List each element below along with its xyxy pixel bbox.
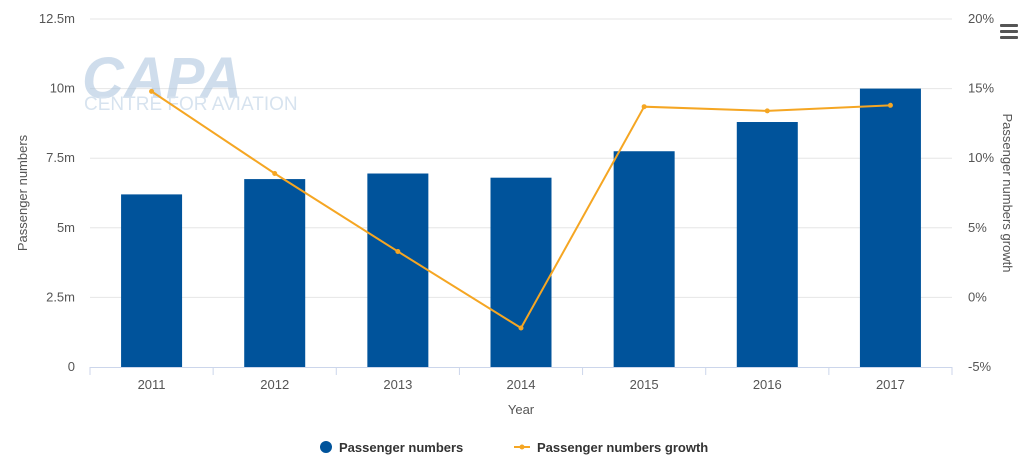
y-tick-label: 7.5m <box>46 150 75 165</box>
menu-bar-middle <box>1000 30 1018 33</box>
y-axis-title: Passenger numbers <box>15 134 30 251</box>
menu-bar-top <box>1000 24 1018 27</box>
x-tick-label: 2012 <box>260 377 289 392</box>
y-tick-label: 10m <box>50 81 75 96</box>
line-point[interactable] <box>395 248 401 254</box>
bar[interactable] <box>613 151 675 367</box>
x-tick-label: 2015 <box>630 377 659 392</box>
left-axis-ticks: 0 2.5m 5m 7.5m 10m 12.5m <box>39 11 75 374</box>
line-point[interactable] <box>887 102 893 108</box>
x-tick-label: 2016 <box>753 377 782 392</box>
legend-bar-marker <box>320 441 332 453</box>
watermark-tagline: CENTRE FOR AVIATION <box>84 94 298 115</box>
y-right-tick-label: 5% <box>968 220 987 235</box>
y-tick-label: 5m <box>57 220 75 235</box>
capa-watermark: CAPA CENTRE FOR AVIATION <box>82 46 298 115</box>
gridlines <box>90 18 952 298</box>
legend-label-bars: Passenger numbers <box>339 440 463 455</box>
line-point[interactable] <box>764 108 770 114</box>
right-axis-ticks: -5% 0% 5% 10% 15% 20% <box>968 11 994 374</box>
x-tick-label: 2017 <box>876 377 905 392</box>
x-axis-title: Year <box>508 402 535 417</box>
line-point[interactable] <box>518 325 524 331</box>
line-point[interactable] <box>272 171 278 177</box>
x-tick-label: 2011 <box>138 377 166 392</box>
bar[interactable] <box>244 179 306 367</box>
bar[interactable] <box>859 88 921 367</box>
bar[interactable] <box>736 122 798 368</box>
y-right-tick-label: -5% <box>968 359 992 374</box>
legend: Passenger numbers Passenger numbers grow… <box>320 440 708 455</box>
bar-series <box>121 88 921 368</box>
y-tick-label: 2.5m <box>46 289 75 304</box>
line-series <box>149 88 893 331</box>
line-point[interactable] <box>149 88 155 94</box>
legend-item-passenger-numbers-growth[interactable]: Passenger numbers growth <box>514 440 708 455</box>
bar[interactable] <box>121 194 183 367</box>
y-tick-label: 0 <box>68 359 75 374</box>
legend-item-passenger-numbers[interactable]: Passenger numbers <box>320 440 463 455</box>
bar[interactable] <box>367 173 429 367</box>
axes <box>89 367 953 375</box>
y-right-tick-label: 0% <box>968 289 987 304</box>
hamburger-menu-icon[interactable] <box>1000 24 1018 40</box>
line-point[interactable] <box>641 104 647 110</box>
x-axis-ticks: 2011 2012 2013 2014 2015 2016 2017 <box>138 377 905 392</box>
y-right-tick-label: 20% <box>968 11 994 26</box>
menu-bar-bottom <box>1000 36 1018 39</box>
x-tick-label: 2013 <box>383 377 412 392</box>
legend-line-dot <box>519 444 525 450</box>
legend-label-line: Passenger numbers growth <box>537 440 708 455</box>
y-axis-right-title: Passenger numbers growth <box>1000 114 1015 273</box>
y-right-tick-label: 10% <box>968 150 994 165</box>
y-right-tick-label: 15% <box>968 81 994 96</box>
y-tick-label: 12.5m <box>39 11 75 26</box>
x-tick-label: 2014 <box>507 377 536 392</box>
watermark-logo: CAPA <box>82 46 242 111</box>
bar[interactable] <box>490 177 552 367</box>
